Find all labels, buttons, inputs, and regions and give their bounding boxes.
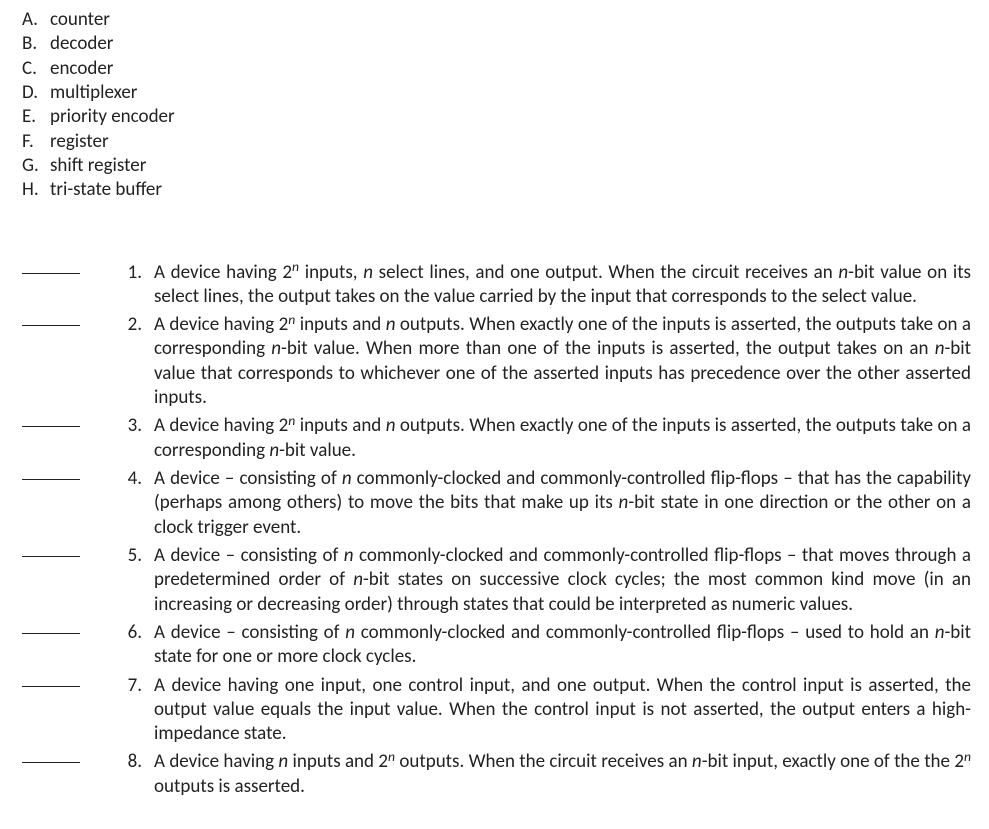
definition-number: 8.	[116, 748, 154, 774]
definition-row: 7. A device having one input, one contro…	[22, 672, 971, 747]
option-row: B. decoder	[22, 32, 971, 56]
option-letter: G.	[22, 154, 46, 178]
option-text: encoder	[46, 57, 113, 81]
definition-text: A device – consisting of n commonly-cloc…	[154, 619, 971, 670]
answer-blank[interactable]	[22, 325, 80, 326]
option-text: shift register	[46, 154, 146, 178]
option-row: C. encoder	[22, 57, 971, 81]
option-letter: E.	[22, 105, 46, 129]
definition-number: 7.	[116, 672, 154, 698]
definition-row: 1. A device having 2n inputs, n select l…	[22, 259, 971, 310]
answer-blank[interactable]	[22, 762, 80, 763]
option-text: counter	[46, 8, 110, 32]
options-list: A. counter B. decoder C. encoder D. mult…	[22, 8, 971, 203]
option-text: multiplexer	[46, 81, 137, 105]
option-letter: A.	[22, 8, 46, 32]
answer-blank[interactable]	[22, 686, 80, 687]
answer-blank[interactable]	[22, 556, 80, 557]
option-text: priority encoder	[46, 105, 175, 129]
definition-text: A device having n inputs and 2n outputs.…	[154, 748, 971, 799]
definition-number: 6.	[116, 619, 154, 645]
definition-text: A device having 2n inputs and n outputs.…	[154, 412, 971, 463]
definition-row: 6. A device – consisting of n commonly-c…	[22, 619, 971, 670]
option-text: tri-state buffer	[46, 178, 162, 202]
definition-row: 3. A device having 2n inputs and n outpu…	[22, 412, 971, 463]
option-row: G. shift register	[22, 154, 971, 178]
definition-number: 5.	[116, 542, 154, 568]
option-letter: B.	[22, 32, 46, 56]
option-letter: F.	[22, 130, 46, 154]
definition-number: 2.	[116, 311, 154, 337]
definition-row: 8. A device having n inputs and 2n outpu…	[22, 748, 971, 799]
definition-number: 3.	[116, 412, 154, 438]
definition-text: A device – consisting of n commonly-cloc…	[154, 465, 971, 540]
option-letter: H.	[22, 178, 46, 202]
answer-blank[interactable]	[22, 479, 80, 480]
definitions-list: 1. A device having 2n inputs, n select l…	[22, 259, 971, 800]
option-row: H. tri-state buffer	[22, 178, 971, 202]
definition-text: A device having 2n inputs, n select line…	[154, 259, 971, 310]
answer-blank[interactable]	[22, 273, 80, 274]
definition-row: 2. A device having 2n inputs and n outpu…	[22, 311, 971, 410]
option-letter: D.	[22, 81, 46, 105]
definition-number: 4.	[116, 465, 154, 491]
definition-number: 1.	[116, 259, 154, 285]
option-row: F. register	[22, 130, 971, 154]
option-row: E. priority encoder	[22, 105, 971, 129]
definition-row: 4. A device – consisting of n commonly-c…	[22, 465, 971, 540]
definition-row: 5. A device – consisting of n commonly-c…	[22, 542, 971, 617]
definition-text: A device having 2n inputs and n outputs.…	[154, 311, 971, 410]
definition-text: A device – consisting of n commonly-cloc…	[154, 542, 971, 617]
option-row: D. multiplexer	[22, 81, 971, 105]
option-text: decoder	[46, 32, 113, 56]
option-letter: C.	[22, 57, 46, 81]
definition-text: A device having one input, one control i…	[154, 672, 971, 747]
option-row: A. counter	[22, 8, 971, 32]
option-text: register	[46, 130, 109, 154]
answer-blank[interactable]	[22, 426, 80, 427]
answer-blank[interactable]	[22, 633, 80, 634]
